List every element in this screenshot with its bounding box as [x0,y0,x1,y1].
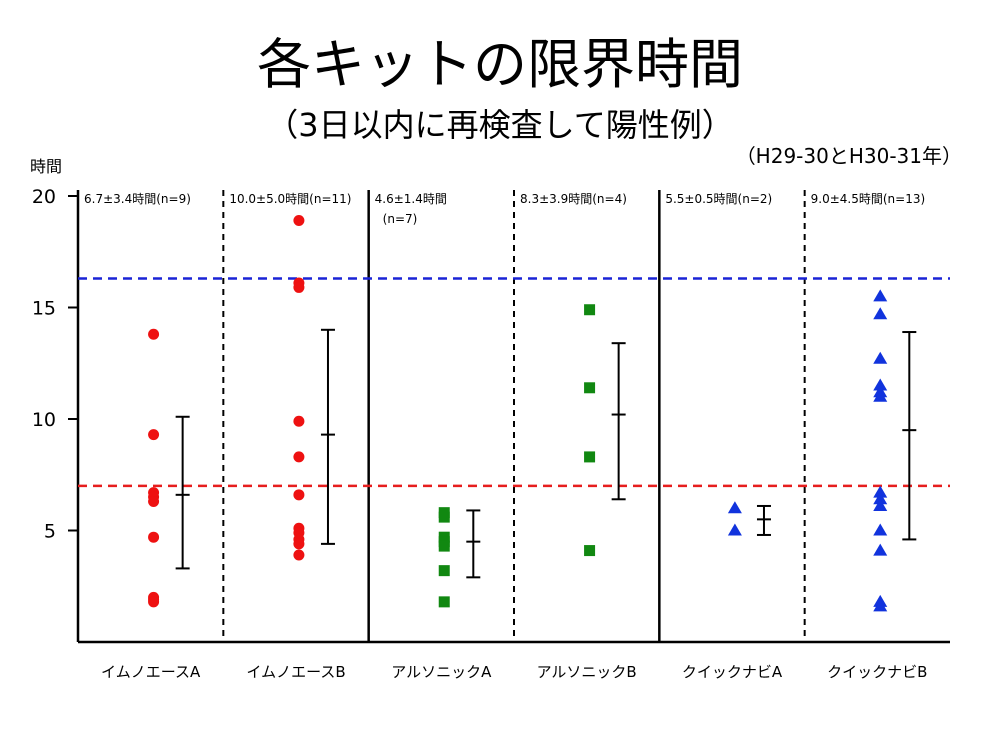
data-point [873,599,888,612]
y-tick-label: 15 [32,298,56,320]
y-tick-label: 10 [32,409,56,431]
data-point [148,531,160,543]
chart-subtitle: （3日以内に再検査して陽性例） [266,106,734,144]
category-label: クイックナビB [827,663,927,681]
category-label: アルソニックB [537,663,637,681]
data-point [293,281,305,293]
data-point [438,511,450,523]
data-point [873,378,888,391]
data-point [293,415,305,427]
data-point [584,451,596,463]
y-tick-label: 5 [44,521,56,543]
data-point [438,540,450,552]
summary-label: 6.7±3.4時間(n=9) [84,192,191,206]
data-point [873,307,888,320]
data-point [873,492,888,505]
data-point [148,596,160,608]
data-point [293,549,305,561]
category-label: イムノエースB [246,663,345,681]
chart-title: 各キットの限界時間 [257,33,743,96]
y-axis-label: 時間 [30,157,62,176]
data-point [293,538,305,550]
data-point [727,501,742,514]
period-note: （H29-30とH30-31年） [735,144,962,168]
summary-label: 4.6±1.4時間 [375,192,447,206]
data-point [873,389,888,402]
data-point [873,523,888,536]
summary-label: 5.5±0.5時間(n=2) [665,192,772,206]
data-point [293,215,305,227]
data-point [148,496,160,508]
data-point [148,429,160,441]
data-point [438,565,450,577]
data-point [438,596,450,608]
summary-label: 9.0±4.5時間(n=13) [811,192,926,206]
y-tick-label: 20 [32,186,56,208]
data-point [873,543,888,556]
data-point [873,289,888,302]
summary-label: 8.3±3.9時間(n=4) [520,192,627,206]
data-point [293,489,305,501]
category-label: クイックナビA [682,663,783,681]
data-point [148,328,160,340]
category-label: アルソニックA [391,663,492,681]
data-point [584,382,596,394]
category-label: イムノエースA [101,663,201,681]
data-point [727,523,742,536]
data-point [873,498,888,511]
data-point [584,304,596,316]
data-point [584,545,596,557]
data-point [873,485,888,498]
data-point [293,451,305,463]
data-point [873,351,888,364]
summary-label: 10.0±5.0時間(n=11) [229,192,351,206]
summary-label-n: (n=7) [383,212,418,226]
